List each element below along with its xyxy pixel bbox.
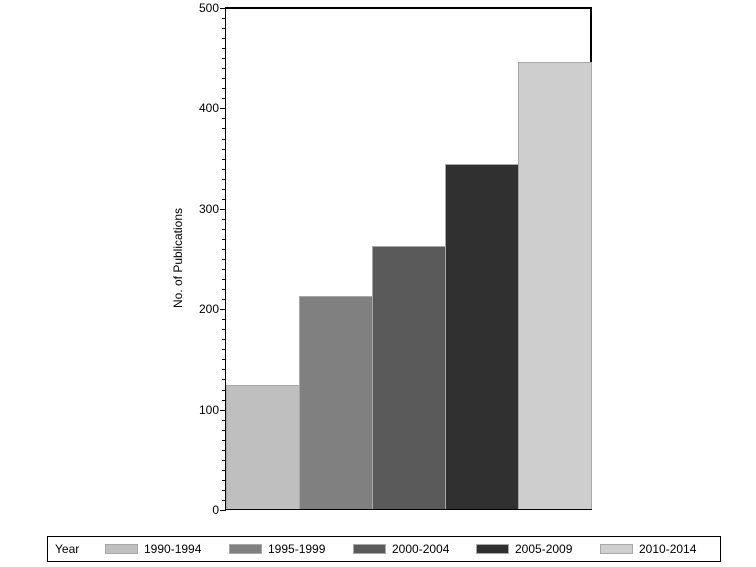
y-minor-tick: [222, 489, 226, 491]
y-major-tick: [220, 208, 226, 210]
y-minor-tick: [222, 369, 226, 371]
y-minor-tick: [222, 329, 226, 331]
plot-area: 0 100 200 300 400 500: [199, 1, 592, 517]
y-minor-tick: [222, 58, 226, 60]
y-tick-label: 200: [198, 302, 219, 317]
legend: Year 1990-1994 1995-1999 2000-2004 2005-…: [47, 536, 721, 562]
y-minor-tick: [222, 289, 226, 291]
legend-item-1990-1994: 1990-1994: [105, 542, 201, 556]
y-tick-label: 300: [198, 201, 219, 216]
y-minor-tick: [222, 138, 226, 140]
legend-swatch: [105, 544, 138, 554]
y-minor-tick: [222, 158, 226, 160]
legend-item-2000-2004: 2000-2004: [353, 542, 449, 556]
y-axis-title: No. of Publications: [171, 207, 185, 309]
y-minor-tick: [222, 48, 226, 50]
y-minor-tick: [222, 419, 226, 421]
y-minor-tick: [222, 78, 226, 80]
y-minor-tick: [222, 88, 226, 90]
y-tick-label: 500: [198, 1, 219, 15]
bar-1995-1999: [299, 296, 373, 509]
legend-item-1995-1999: 1995-1999: [229, 542, 325, 556]
legend-label: 1990-1994: [144, 542, 202, 556]
y-major-tick: [220, 409, 226, 411]
y-major-tick: [220, 8, 226, 9]
y-minor-tick: [222, 118, 226, 120]
y-minor-tick: [222, 399, 226, 401]
y-minor-tick: [222, 18, 226, 20]
y-tick-label: 100: [198, 402, 219, 417]
y-minor-tick: [222, 168, 226, 170]
y-minor-tick: [222, 38, 226, 40]
y-minor-tick: [222, 359, 226, 361]
y-minor-tick: [222, 259, 226, 260]
y-minor-tick: [222, 98, 226, 100]
bar-1990-1994: [226, 385, 300, 509]
y-minor-tick: [222, 349, 226, 351]
y-minor-tick: [222, 228, 226, 230]
y-minor-tick: [222, 188, 226, 190]
y-minor-tick: [222, 198, 226, 200]
y-minor-tick: [222, 379, 226, 381]
bar-2000-2004: [372, 246, 446, 509]
legend-swatch: [600, 544, 633, 554]
y-minor-tick: [222, 339, 226, 341]
y-minor-tick: [222, 269, 226, 271]
y-major-tick: [220, 510, 226, 511]
legend-label: 2000-2004: [392, 542, 450, 556]
y-minor-tick: [222, 248, 226, 250]
y-minor-tick: [222, 238, 226, 240]
y-minor-tick: [222, 299, 226, 301]
y-minor-tick: [222, 479, 226, 481]
legend-label: 2010-2014: [639, 542, 697, 556]
legend-title: Year: [55, 542, 80, 556]
y-minor-tick: [222, 389, 226, 391]
y-minor-tick: [222, 429, 226, 431]
legend-label: 1995-1999: [268, 542, 326, 556]
legend-swatch: [476, 544, 509, 554]
y-minor-tick: [222, 148, 226, 150]
y-tick-label: 400: [198, 101, 219, 116]
y-minor-tick: [222, 218, 226, 220]
y-tick-label: 0: [212, 503, 219, 517]
y-major-tick: [220, 108, 226, 110]
y-minor-tick: [222, 178, 226, 180]
y-minor-tick: [222, 128, 226, 130]
y-minor-tick: [222, 319, 226, 321]
legend-item-2010-2014: 2010-2014: [600, 542, 696, 556]
legend-swatch: [229, 544, 262, 554]
bar-2005-2009: [445, 164, 519, 509]
y-minor-tick: [222, 28, 226, 30]
y-minor-tick: [222, 469, 226, 471]
legend-item-2005-2009: 2005-2009: [476, 542, 572, 556]
y-minor-tick: [222, 459, 226, 461]
legend-label: 2005-2009: [515, 542, 573, 556]
y-minor-tick: [222, 439, 226, 441]
y-minor-tick: [222, 499, 226, 501]
y-minor-tick: [222, 279, 226, 281]
bar-2010-2014: [518, 62, 592, 509]
y-minor-tick: [222, 449, 226, 451]
y-minor-tick: [222, 68, 226, 70]
y-major-tick: [220, 309, 226, 311]
legend-swatch: [353, 544, 386, 554]
